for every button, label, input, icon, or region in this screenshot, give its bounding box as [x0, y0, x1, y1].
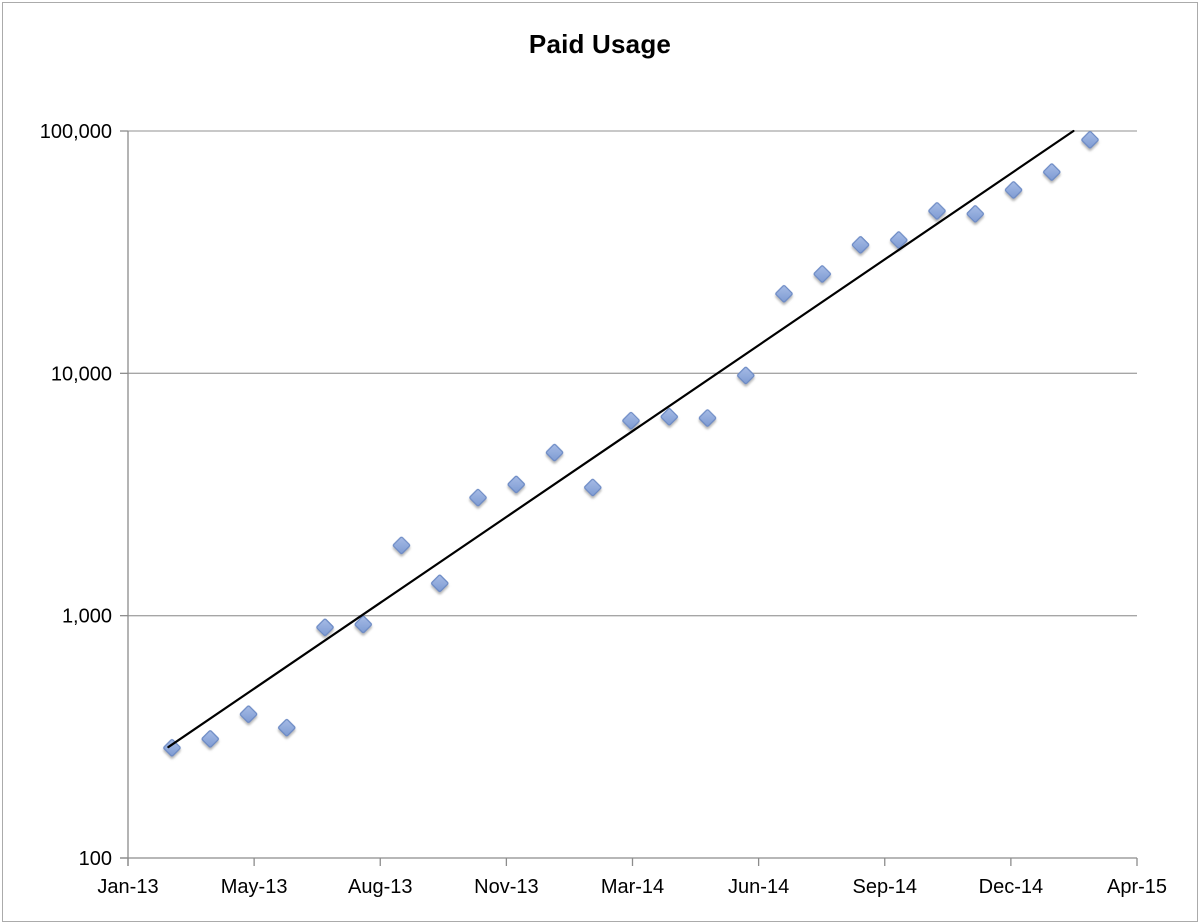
- x-tick-label: Mar-14: [601, 876, 664, 898]
- data-point-marker: [660, 407, 679, 426]
- data-point-marker: [469, 488, 487, 507]
- y-tick-label: 100: [79, 848, 112, 870]
- data-point-marker: [890, 231, 908, 249]
- data-point-marker: [163, 739, 181, 757]
- data-point-marker: [622, 411, 640, 430]
- data-point-marker: [584, 478, 602, 497]
- x-tick-label: Jun-14: [728, 876, 789, 898]
- data-point-marker: [545, 443, 564, 462]
- data-point-marker: [507, 475, 525, 494]
- data-point-marker: [354, 615, 372, 634]
- x-tick-label: May-13: [221, 876, 288, 898]
- data-point-marker: [392, 536, 411, 555]
- x-tick-label: Aug-13: [348, 876, 413, 898]
- paid-usage-scatter-plot: 100 1,000 10,000 100,000 Jan-13 May-13 Aug-13 N…: [40, 121, 1167, 898]
- x-tick-label: Dec-14: [979, 876, 1043, 898]
- x-tick-label: Sep-14: [853, 876, 918, 898]
- data-point-marker: [1081, 131, 1099, 149]
- y-tick-label: 1,000: [62, 606, 112, 628]
- data-point-marker: [277, 718, 296, 737]
- data-point-marker: [737, 366, 755, 385]
- data-point-marker: [775, 285, 793, 303]
- data-point-marker: [813, 265, 832, 283]
- y-tick-label: 10,000: [51, 363, 112, 385]
- chart-title: Paid Usage: [528, 29, 672, 59]
- trendline: [167, 129, 1075, 749]
- data-point-marker: [928, 202, 946, 220]
- data-point-marker: [698, 409, 717, 427]
- data-point-marker: [316, 618, 334, 637]
- data-point-marker: [1004, 181, 1023, 199]
- x-tick-label: Nov-13: [474, 876, 538, 898]
- y-tick-label: 100,000: [40, 121, 112, 143]
- data-point-marker: [201, 730, 219, 748]
- data-point-marker: [431, 574, 449, 593]
- data-point-marker: [1043, 163, 1061, 181]
- x-tick-label: Apr-15: [1107, 876, 1167, 898]
- data-point-marker: [239, 705, 258, 723]
- data-point-marker: [966, 205, 985, 223]
- x-tick-label: Jan-13: [97, 876, 158, 898]
- data-point-marker: [851, 236, 870, 254]
